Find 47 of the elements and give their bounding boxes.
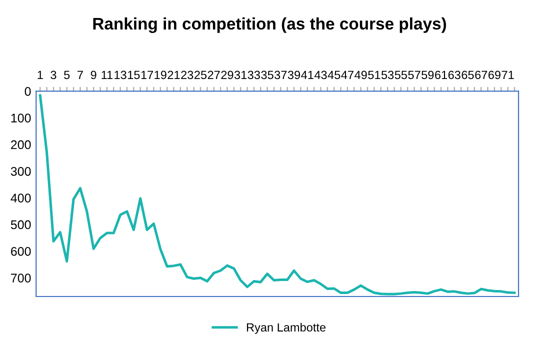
y-tick-label: 700 — [11, 274, 31, 282]
x-tick-label: 59 — [422, 70, 434, 80]
x-tick-label: 41 — [301, 70, 314, 80]
x-tick-label: 17 — [141, 70, 153, 80]
x-tick-label: 67 — [475, 70, 488, 80]
x-tick-label: 65 — [462, 70, 474, 80]
x-tick-label: 19 — [154, 70, 166, 80]
x-tick-label: 57 — [408, 70, 420, 80]
x-tick-label: 55 — [394, 70, 407, 80]
chart-title: Ranking in competition (as the course plays) — [93, 17, 446, 34]
x-tick-label: 13 — [114, 70, 126, 80]
y-tick-label: 500 — [10, 220, 31, 230]
y-tick-label: 400 — [10, 194, 31, 202]
x-tick-label: 15 — [128, 70, 140, 80]
y-tick-label: 100 — [11, 114, 31, 122]
x-tick-label: 25 — [194, 70, 207, 80]
x-tick-label: 27 — [208, 70, 220, 80]
x-tick-label: 7 — [78, 70, 83, 80]
x-tick-label: 51 — [368, 70, 380, 80]
x-tick-label: 33 — [248, 70, 260, 80]
x-tick-label: 21 — [168, 70, 180, 80]
x-tick-label: 1 — [38, 70, 43, 80]
y-tick-label: 0 — [24, 86, 31, 96]
y-tick-label: 600 — [11, 246, 31, 256]
y-tick-label: 300 — [10, 166, 31, 176]
y-tick-label: 200 — [11, 140, 31, 150]
x-tick-label: 11 — [102, 70, 112, 80]
x-tick-label: 71 — [502, 70, 514, 80]
x-tick-label: 47 — [341, 70, 354, 80]
x-tick-label: 53 — [381, 70, 394, 80]
x-tick-label: 9 — [90, 70, 96, 80]
x-tick-label: 61 — [435, 70, 448, 80]
x-tick-label: 3 — [50, 70, 56, 80]
x-tick-label: 35 — [261, 70, 274, 80]
x-tick-label: 63 — [448, 70, 460, 80]
x-tick-label: 23 — [181, 70, 194, 80]
x-tick-label: 29 — [221, 70, 234, 80]
legend-label: Ryan Lambotte — [246, 322, 326, 334]
x-tick-label: 5 — [64, 70, 70, 80]
x-tick-label: 49 — [354, 70, 367, 80]
x-tick-label: 31 — [234, 70, 247, 80]
x-tick-label: 39 — [288, 70, 300, 80]
line-series — [38, 94, 516, 296]
x-tick-label: 37 — [274, 70, 287, 80]
x-tick-label: 43 — [314, 70, 327, 80]
x-tick-label: 69 — [488, 70, 500, 80]
x-tick-label: 45 — [328, 70, 340, 80]
